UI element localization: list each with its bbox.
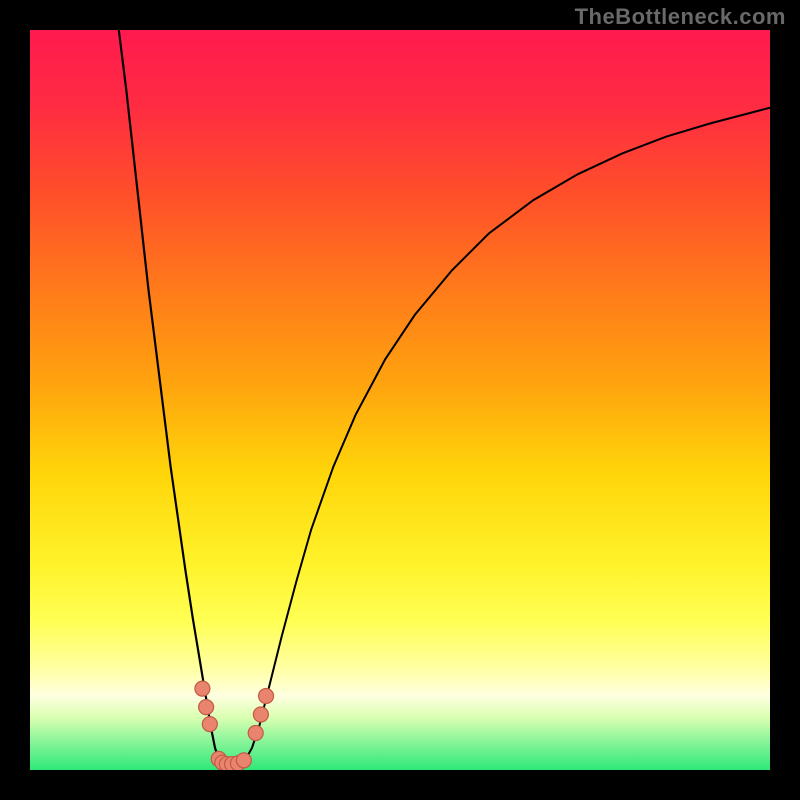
data-marker	[248, 726, 263, 741]
data-marker	[259, 689, 274, 704]
watermark-text: TheBottleneck.com	[575, 4, 786, 30]
gradient-background	[30, 30, 770, 770]
data-marker	[253, 707, 268, 722]
data-marker	[195, 681, 210, 696]
bottleneck-chart	[30, 30, 770, 770]
data-marker	[199, 700, 214, 715]
chart-frame: TheBottleneck.com	[0, 0, 800, 800]
data-marker	[236, 753, 251, 768]
data-marker	[202, 717, 217, 732]
